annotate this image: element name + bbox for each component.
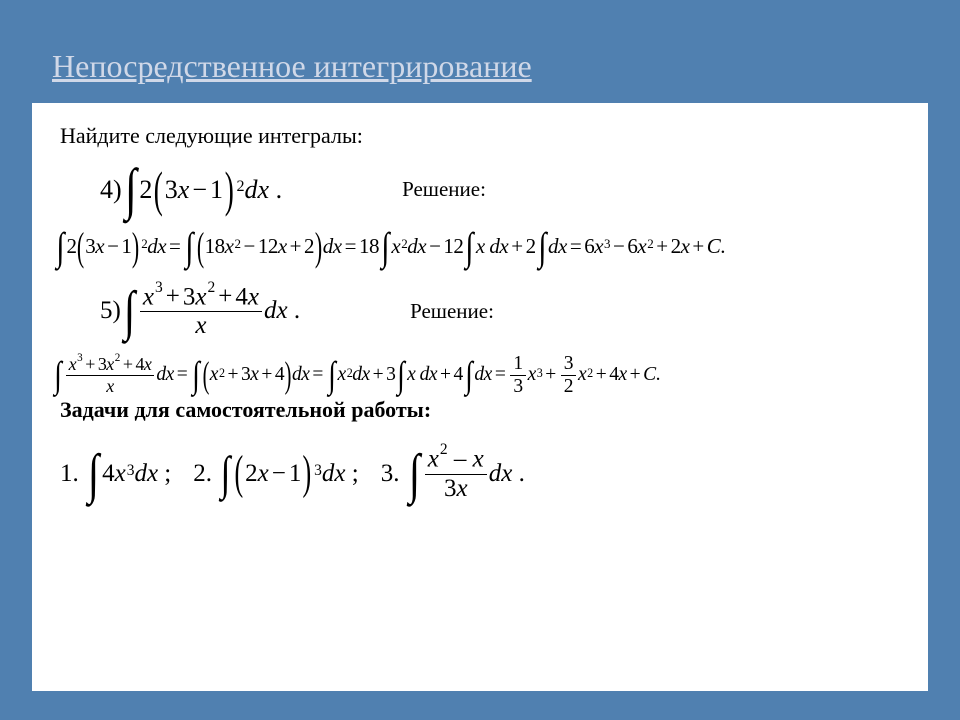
problem-4: 4) ∫ 2(3x−1)2dx . Решение: (60, 167, 904, 213)
problem-5-label: 5) (100, 297, 121, 325)
integral-icon: ∫ (464, 361, 473, 391)
integral-icon: ∫ (123, 289, 136, 333)
task-1: 1. ∫4x3dx ; (60, 452, 171, 496)
integral-icon: ∫ (397, 361, 406, 391)
integral-icon: ∫ (53, 361, 62, 391)
integral-icon: ∫ (56, 231, 65, 263)
integral-icon: ∫ (408, 452, 421, 496)
prompt-text: Найдите следующие интегралы: (60, 123, 904, 149)
solution-label-4: Решение: (402, 177, 486, 202)
integral-icon: ∫ (220, 455, 231, 493)
integral-icon: ∫ (124, 167, 137, 213)
solution-4: ∫2(3x−1)2dx= ∫(18x2−12x+2)dx=18 ∫x2dx−12… (54, 231, 904, 263)
integral-icon: ∫ (327, 361, 336, 391)
task-2: 2. ∫(2x−1)3dx ; (193, 455, 358, 493)
integral-icon: ∫ (192, 361, 201, 391)
integral-icon: ∫ (537, 231, 546, 263)
integral-icon: ∫ (381, 231, 390, 263)
content-panel: Найдите следующие интегралы: 4) ∫ 2(3x−1… (32, 103, 928, 691)
integral-icon: ∫ (185, 231, 194, 263)
problem-4-label: 4) (100, 175, 122, 205)
task-3: 3. ∫ x2 – x 3x dx . (381, 445, 525, 502)
slide: Непосредственное интегрирование Найдите … (0, 0, 960, 720)
integral-icon: ∫ (465, 231, 474, 263)
problem-5: 5) ∫ x3+3x2+4x x dx . Решение: (60, 283, 904, 340)
tasks-row: 1. ∫4x3dx ; 2. ∫(2x−1)3dx ; 3. ∫ x2 – x … (60, 445, 904, 502)
slide-title: Непосредственное интегрирование (52, 48, 928, 85)
self-work-title: Задачи для самостоятельной работы: (60, 397, 904, 423)
solution-5: ∫ x3+3x2+4x x dx= ∫(x2+3x+4)dx= ∫x2dx+3 … (52, 354, 904, 398)
integral-icon: ∫ (87, 452, 100, 496)
solution-label-5: Решение: (410, 299, 494, 324)
